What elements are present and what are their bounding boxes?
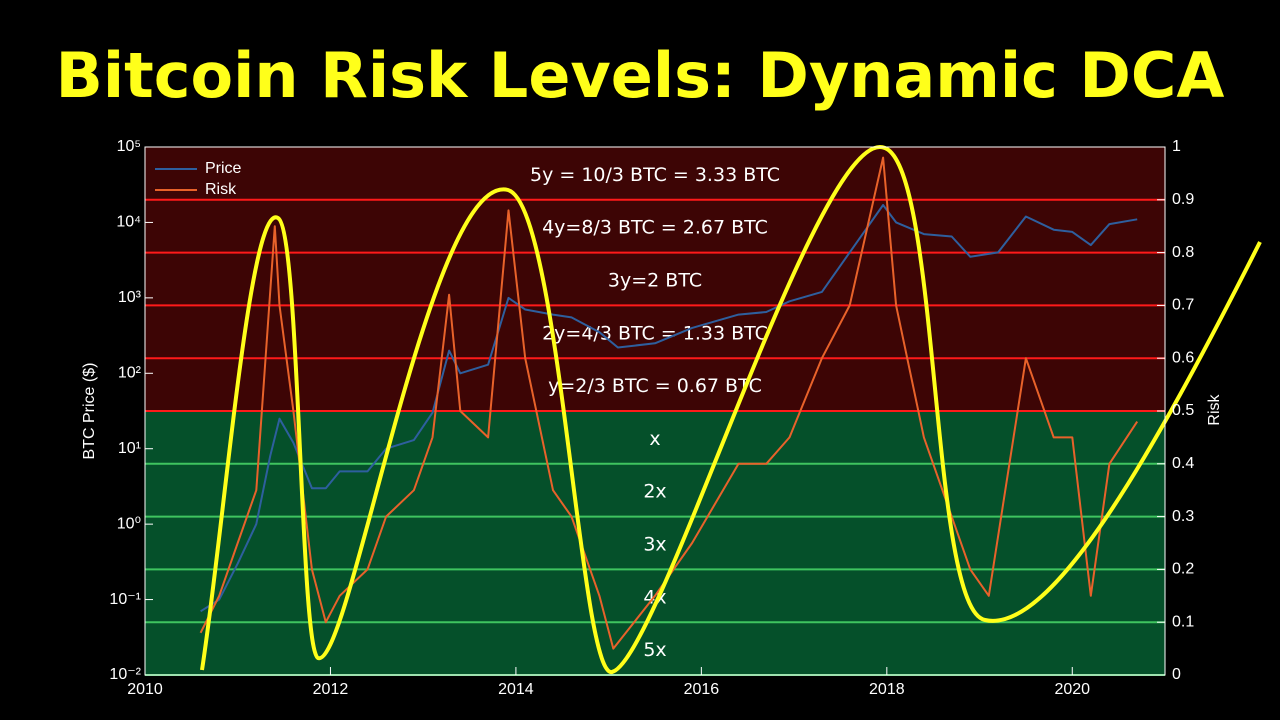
y-tick-label: 10⁵: [117, 138, 141, 155]
y2-tick-label: 0.1: [1172, 613, 1194, 630]
risk-band: [145, 411, 1165, 464]
y2-tick-label: 1: [1172, 138, 1181, 155]
risk-band: [145, 252, 1165, 306]
y2-axis-label: Risk: [1206, 393, 1223, 425]
y-tick-label: 10²: [118, 365, 142, 382]
series-line: [200, 204, 1138, 613]
band-label: 4y=8/3 BTC = 2.67 BTC: [542, 217, 768, 239]
y2-tick-label: 0.7: [1172, 297, 1194, 314]
risk-band: [145, 147, 1165, 200]
y2-tick-label: 0.3: [1172, 508, 1194, 525]
band-label: 2y=4/3 BTC = 1.33 BTC: [542, 322, 768, 344]
y2-tick-label: 0.8: [1172, 244, 1194, 261]
risk-band: [145, 305, 1165, 359]
risk-band: [145, 463, 1165, 517]
risk-band: [145, 199, 1165, 253]
legend-label: Price: [205, 160, 242, 177]
y2-tick-label: 0: [1172, 666, 1181, 683]
y2-tick-label: 0.9: [1172, 191, 1194, 208]
band-label: y=2/3 BTC = 0.67 BTC: [548, 375, 762, 397]
x-tick-label: 2016: [684, 681, 720, 698]
y-tick-label: 10¹: [118, 440, 141, 457]
y-tick-label: 10³: [118, 289, 142, 306]
band-label: x: [649, 428, 660, 450]
band-label: 5x: [643, 639, 666, 661]
x-tick-label: 2010: [127, 681, 163, 698]
y2-tick-label: 0.5: [1172, 402, 1194, 419]
legend-label: Risk: [205, 181, 237, 198]
risk-band: [145, 358, 1165, 411]
x-tick-label: 2018: [869, 681, 905, 698]
y-tick-label: 10⁻²: [109, 666, 141, 683]
band-label: 5y = 10/3 BTC = 3.33 BTC: [530, 164, 780, 186]
x-tick-label: 2020: [1054, 681, 1090, 698]
band-label: 3x: [643, 534, 666, 556]
y2-tick-label: 0.4: [1172, 455, 1194, 472]
x-tick-label: 2012: [313, 681, 349, 698]
y-tick-label: 10⁰: [117, 515, 141, 532]
y-axis-label: BTC Price ($): [81, 363, 98, 460]
x-tick-label: 2014: [498, 681, 534, 698]
band-label: 3y=2 BTC: [608, 270, 702, 292]
chart-title: Bitcoin Risk Levels: Dynamic DCA: [56, 39, 1225, 112]
y2-tick-label: 0.2: [1172, 561, 1194, 578]
y-tick-label: 10⁴: [116, 214, 141, 231]
band-label: 2x: [643, 481, 666, 503]
series-line: [199, 156, 1139, 650]
annotation-curve: [200, 145, 1262, 674]
y2-tick-label: 0.6: [1172, 349, 1194, 366]
y-tick-label: 10⁻¹: [109, 591, 141, 608]
